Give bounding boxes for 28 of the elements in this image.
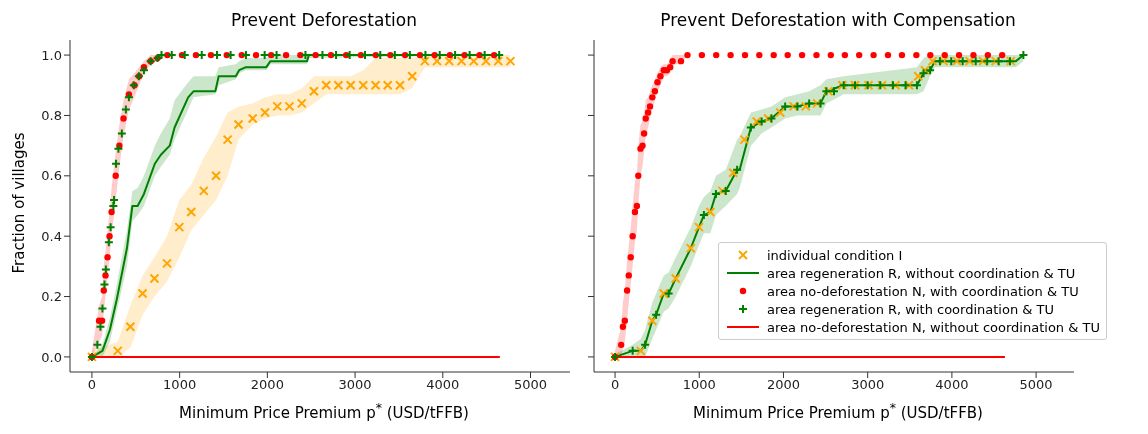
x-tick-label: 1000 <box>163 377 197 393</box>
legend-label: area regeneration R, with coordination & TU <box>767 301 1055 317</box>
x-tick-label: 5000 <box>1019 377 1053 393</box>
x-tick-label: 3000 <box>338 377 372 393</box>
x-tick-label: 4000 <box>426 377 460 393</box>
x-tick-label: 4000 <box>935 377 969 393</box>
y-axis-title: Fraction of villages <box>9 132 28 274</box>
x-tick-label: 2000 <box>766 377 801 393</box>
y-tick-label: 0.4 <box>41 228 62 244</box>
legend-label: area no-deforestation N, without coordination & TU <box>767 319 1100 335</box>
x-tick-label: 0 <box>87 377 97 393</box>
y-tick-label: 0.6 <box>41 168 62 184</box>
y-tick-label: 1.0 <box>41 47 62 63</box>
y-tick-label: 0.2 <box>41 289 62 305</box>
y-tick-label: 0.0 <box>41 349 62 365</box>
chart-title: Prevent Deforestation with Compensation <box>659 9 1017 32</box>
legend-label: individual condition I <box>767 247 903 263</box>
y-tick-label: 0.8 <box>41 108 62 124</box>
legend-label: area no-deforestation N, with coordination & TU <box>767 283 1079 299</box>
x-tick-label: 1000 <box>682 377 716 393</box>
x-tick-label: 3000 <box>851 377 885 393</box>
x-axis-title: Minimum Price Premium p$^{*}$ (USD/tFFB) <box>178 399 470 422</box>
chart-title: Prevent Deforestation <box>230 9 418 32</box>
legend-label: area regeneration R, without coordination & TU <box>767 265 1076 281</box>
x-tick-label: 5000 <box>513 377 548 393</box>
x-tick-label: 0 <box>610 377 620 393</box>
x-axis-title: Minimum Price Premium p$^{*}$ (USD/tFFB) <box>692 399 984 422</box>
x-tick-label: 2000 <box>250 377 284 393</box>
